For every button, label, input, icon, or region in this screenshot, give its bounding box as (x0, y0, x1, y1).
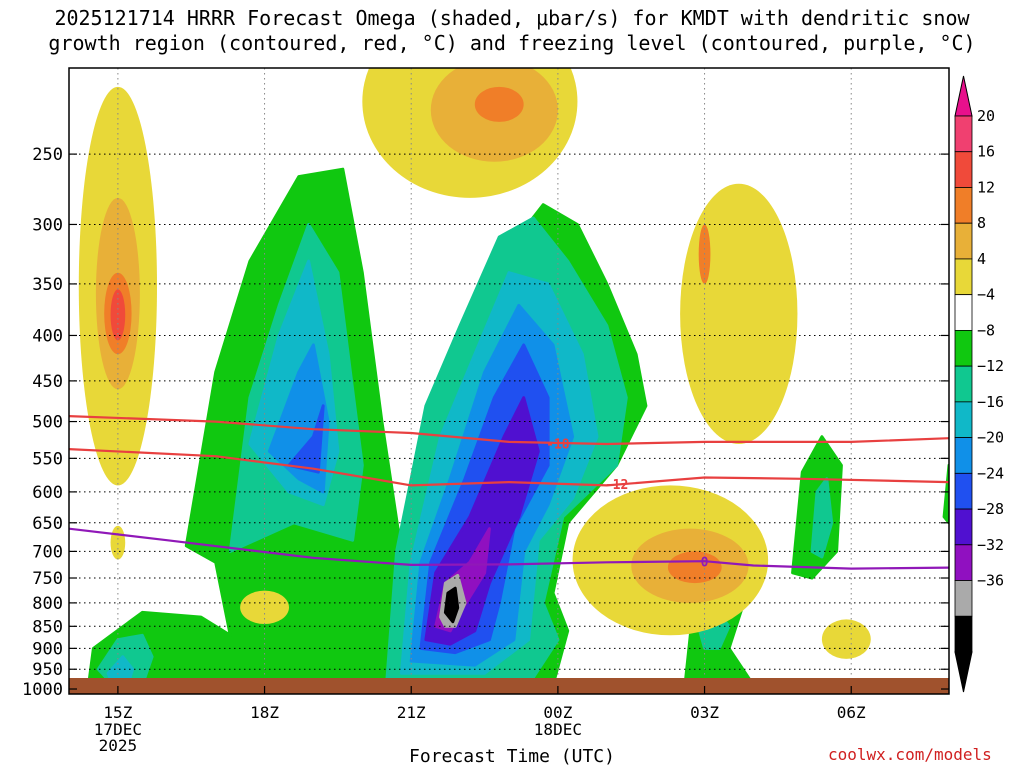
y-tick-label-450: 450 (32, 372, 63, 392)
colorbar-swatch-8 (954, 401, 973, 439)
colorbar-label-12: −32 (977, 536, 1004, 554)
omega-edge-green (942, 463, 949, 525)
contour-0 (69, 527, 949, 570)
x-tick-sublabel-17DEC: 17DEC (94, 720, 142, 739)
omega-core-black (443, 586, 460, 624)
colorbar-swatch-9 (954, 437, 973, 474)
title-line-1: 2025121714 HRRR Forecast Omega (shaded, … (54, 6, 970, 30)
colorbar-label-4: 4 (977, 250, 986, 268)
colorbar-label-8: −16 (977, 393, 1004, 411)
colorbar: 20 16 12 8 4 −4 −8 −12 −16 −20 −24 −28 −32 −36 (954, 75, 1004, 693)
colorbar-label-10: −24 (977, 464, 1004, 482)
omega-positive-peak-lowright (667, 551, 722, 584)
y-tick-label-300: 300 (32, 215, 63, 235)
x-tick-sublabel-2025: 2025 (99, 736, 138, 755)
y-tick-label-950: 950 (32, 660, 63, 680)
omega-positive-region-9 (240, 590, 289, 625)
y-tick-label-1000: 1000 (22, 680, 63, 700)
terrain-strip (69, 678, 949, 694)
contour-label--12: -12 (605, 478, 628, 493)
colorbar-swatch-0 (954, 115, 973, 153)
y-tick-label-600: 600 (32, 483, 63, 503)
contour--18 (69, 415, 949, 446)
colorbar-label-5: −4 (977, 286, 995, 304)
omega-right-teal (810, 477, 834, 559)
y-tick-label-500: 500 (32, 413, 63, 433)
x-tick-label-03Z: 03Z (690, 703, 719, 722)
colorbar-swatch-11 (954, 508, 973, 546)
x-tick-label-00Z: 00Z (543, 703, 572, 722)
y-tick-label-850: 850 (32, 617, 63, 637)
contour-label-0: 0 (701, 556, 709, 571)
omega-positive-region-7 (680, 183, 798, 445)
colorbar-swatch-3 (954, 222, 973, 260)
colorbar-label-7: −12 (977, 357, 1004, 375)
colorbar-swatch-6 (954, 329, 973, 367)
colorbar-swatch-10 (954, 472, 973, 510)
colorbar-swatch-4 (954, 258, 973, 296)
colorbar-label-11: −28 (977, 500, 1004, 518)
colorbar-label-13: −36 (977, 572, 1004, 590)
grid-lines (69, 68, 949, 694)
omega-positive-peak-top (474, 86, 524, 122)
colorbar-arrow-bottom (954, 651, 973, 693)
y-axis: 2503003504004505005506006507007508008509… (22, 145, 949, 700)
colorbar-swatch-1 (954, 151, 973, 188)
y-tick-label-700: 700 (32, 542, 63, 562)
x-tick-label-21Z: 21Z (397, 703, 426, 722)
omega-shading (78, 68, 949, 694)
colorbar-label-1: 16 (977, 143, 995, 161)
y-tick-label-900: 900 (32, 639, 63, 659)
y-tick-label-400: 400 (32, 326, 63, 346)
y-tick-label-800: 800 (32, 594, 63, 614)
omega-upper-blue (287, 404, 325, 474)
x-tick-label-15Z: 15Z (103, 703, 132, 722)
credit-link[interactable]: coolwx.com/models (828, 745, 992, 764)
colorbar-swatch-12 (954, 544, 973, 581)
colorbar-swatch-5 (954, 294, 973, 331)
y-tick-label-550: 550 (32, 449, 63, 469)
y-tick-label-350: 350 (32, 275, 63, 295)
x-tick-sublabel-18DEC: 18DEC (534, 720, 582, 739)
contour-label--18: -18 (546, 437, 570, 452)
colorbar-swatch-13 (954, 580, 973, 617)
colorbar-swatch-2 (954, 187, 973, 224)
colorbar-label-0: 20 (977, 107, 995, 125)
y-tick-label-750: 750 (32, 569, 63, 589)
colorbar-label-6: −8 (977, 321, 995, 339)
y-tick-label-250: 250 (32, 145, 63, 165)
title-line-2: growth region (contoured, red, °C) and f… (48, 31, 976, 55)
y-tick-label-650: 650 (32, 514, 63, 534)
x-tick-label-06Z: 06Z (837, 703, 866, 722)
omega-positive-region-8 (821, 619, 871, 659)
contour-lines: -18 -12 0 (69, 415, 949, 571)
colorbar-label-3: 8 (977, 214, 986, 232)
x-axis-title: Forecast Time (UTC) (409, 746, 615, 767)
chart-title: 2025121714 HRRR Forecast Omega (shaded, … (0, 6, 1024, 56)
colorbar-arrow-top (954, 75, 973, 117)
x-tick-label-18Z: 18Z (250, 703, 279, 722)
colorbar-label-9: −20 (977, 429, 1004, 447)
colorbar-label-2: 12 (977, 178, 995, 196)
omega-positive-peak-left (110, 289, 126, 341)
colorbar-swatch-7 (954, 365, 973, 403)
colorbar-swatch-14 (954, 615, 973, 653)
contour--12 (69, 448, 949, 487)
